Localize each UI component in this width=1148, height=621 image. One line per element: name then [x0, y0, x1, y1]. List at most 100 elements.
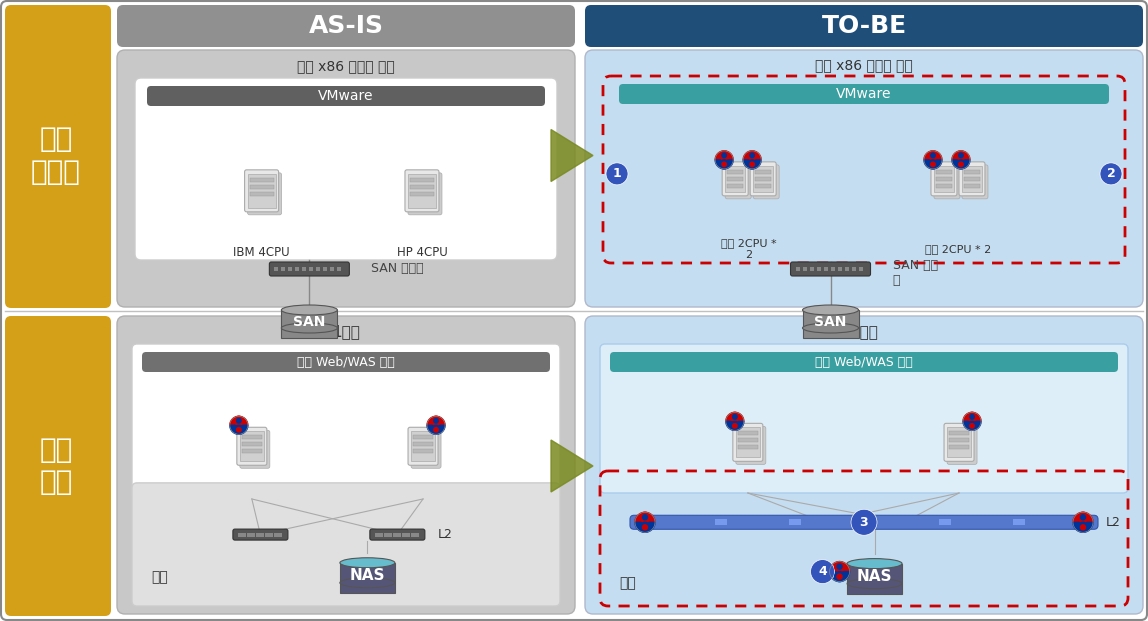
Text: SAN 스위치: SAN 스위치	[371, 263, 424, 276]
Bar	[738, 438, 758, 442]
Ellipse shape	[847, 579, 902, 589]
Circle shape	[851, 509, 877, 535]
Polygon shape	[230, 416, 248, 425]
Bar	[256, 533, 259, 537]
Circle shape	[230, 416, 248, 434]
Bar	[338, 267, 341, 271]
Ellipse shape	[340, 558, 395, 568]
Text: 국내 Web/WAS 서버: 국내 Web/WAS 서버	[815, 355, 913, 368]
Bar	[816, 267, 821, 271]
Bar	[274, 267, 278, 271]
Circle shape	[722, 162, 727, 166]
Bar	[949, 445, 969, 450]
Circle shape	[837, 564, 843, 569]
Circle shape	[924, 151, 943, 169]
Circle shape	[635, 512, 656, 532]
Bar	[411, 431, 435, 461]
FancyBboxPatch shape	[750, 162, 776, 196]
Bar	[281, 267, 286, 271]
Circle shape	[743, 151, 761, 169]
Polygon shape	[924, 151, 943, 160]
Circle shape	[931, 153, 936, 158]
Text: 국내 2CPU * 2: 국내 2CPU * 2	[925, 244, 991, 254]
Circle shape	[722, 153, 727, 158]
Bar	[410, 178, 434, 182]
Circle shape	[750, 162, 754, 166]
Circle shape	[835, 561, 845, 571]
Bar	[726, 166, 745, 192]
Bar	[340, 563, 395, 593]
Text: 국내 2CPU *
2: 국내 2CPU * 2	[721, 238, 777, 260]
FancyBboxPatch shape	[959, 162, 985, 196]
Bar	[949, 438, 969, 442]
FancyBboxPatch shape	[248, 173, 281, 215]
Bar	[736, 427, 760, 457]
Bar	[388, 533, 393, 537]
FancyBboxPatch shape	[5, 316, 111, 616]
FancyBboxPatch shape	[236, 427, 266, 465]
Polygon shape	[715, 151, 734, 160]
FancyBboxPatch shape	[585, 50, 1143, 307]
Circle shape	[968, 412, 977, 421]
FancyBboxPatch shape	[732, 424, 762, 461]
Bar	[261, 533, 264, 537]
Circle shape	[952, 151, 970, 169]
FancyBboxPatch shape	[944, 424, 974, 461]
Circle shape	[956, 160, 965, 169]
Bar	[823, 267, 828, 271]
FancyBboxPatch shape	[370, 529, 425, 540]
Text: HP 4CPU: HP 4CPU	[396, 245, 448, 258]
Ellipse shape	[802, 323, 859, 333]
FancyBboxPatch shape	[931, 162, 957, 196]
Text: SAN: SAN	[814, 315, 847, 329]
FancyBboxPatch shape	[722, 162, 748, 196]
Polygon shape	[1073, 512, 1093, 522]
Bar	[247, 533, 251, 537]
Bar	[939, 519, 951, 525]
Bar	[964, 184, 980, 188]
Polygon shape	[635, 512, 656, 522]
Bar	[242, 435, 262, 439]
FancyBboxPatch shape	[135, 78, 557, 260]
Text: L2: L2	[437, 528, 452, 541]
Polygon shape	[1073, 522, 1093, 532]
Polygon shape	[726, 421, 744, 430]
Bar	[949, 432, 969, 435]
Bar	[790, 519, 801, 525]
Circle shape	[432, 416, 441, 425]
FancyBboxPatch shape	[408, 427, 439, 465]
Bar	[410, 185, 434, 189]
Circle shape	[236, 427, 241, 432]
Circle shape	[234, 416, 243, 425]
Bar	[242, 533, 247, 537]
Bar	[727, 184, 743, 188]
Circle shape	[1080, 525, 1086, 530]
Circle shape	[968, 421, 977, 430]
Polygon shape	[551, 130, 594, 181]
Bar	[753, 166, 773, 192]
Circle shape	[434, 419, 439, 423]
Bar	[755, 170, 771, 174]
FancyBboxPatch shape	[405, 170, 439, 212]
Polygon shape	[952, 160, 970, 169]
Bar	[416, 533, 419, 537]
Polygon shape	[715, 160, 734, 169]
FancyBboxPatch shape	[753, 165, 779, 199]
Bar	[864, 519, 876, 525]
Bar	[727, 177, 743, 181]
FancyBboxPatch shape	[630, 515, 1097, 529]
Polygon shape	[427, 425, 445, 434]
Circle shape	[730, 412, 739, 421]
Bar	[288, 267, 293, 271]
FancyBboxPatch shape	[610, 352, 1118, 372]
FancyBboxPatch shape	[408, 173, 442, 215]
Bar	[274, 533, 278, 537]
Text: 국내: 국내	[620, 576, 636, 591]
Bar	[281, 310, 338, 338]
Bar	[847, 564, 902, 594]
Circle shape	[643, 515, 647, 520]
Text: 외산 x86 가상화 환경: 외산 x86 가상화 환경	[297, 59, 395, 73]
Text: IBM 4CPU: IBM 4CPU	[233, 245, 290, 258]
Circle shape	[732, 415, 737, 419]
FancyBboxPatch shape	[117, 316, 575, 614]
